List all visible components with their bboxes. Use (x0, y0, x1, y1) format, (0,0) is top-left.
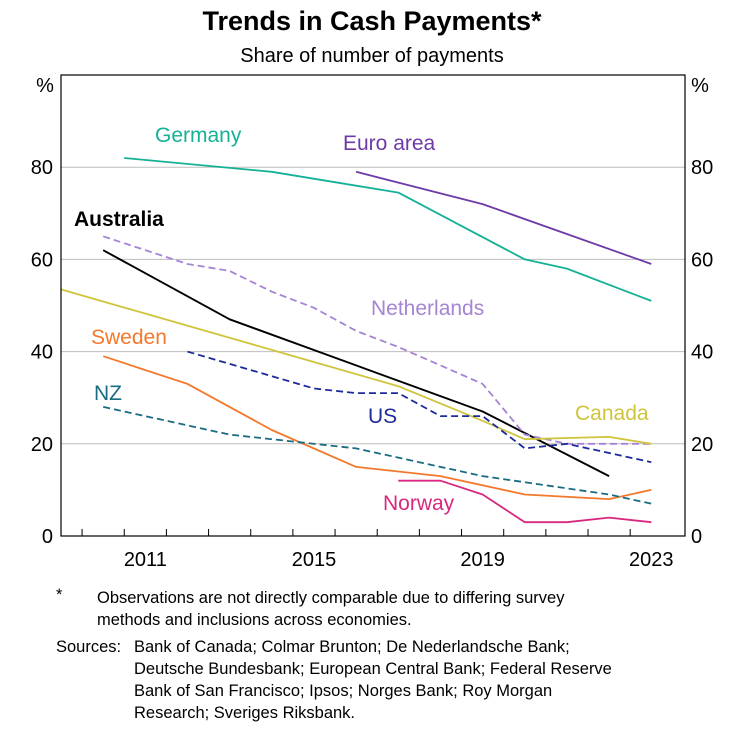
series-line-australia (102, 249, 610, 477)
series-label-norway: Norway (383, 492, 455, 515)
x-axis-labels: 2011 2015 2019 2023 (124, 549, 674, 571)
sources-line: Bank of Canada; Colmar Brunton; De Neder… (134, 638, 570, 656)
y-unit-right: % (691, 75, 709, 97)
chart-title: Trends in Cash Payments* (202, 6, 542, 36)
y-unit-left: % (36, 75, 54, 97)
series-line-euro-area (355, 170, 652, 265)
y-axis-right-labels: 0 20 40 60 80 (691, 157, 713, 548)
y-tick-label: 60 (31, 249, 53, 271)
y-tick-label: 80 (31, 157, 53, 179)
plot-frame (60, 74, 686, 537)
y-tick-label: 20 (691, 434, 713, 456)
series-label-us: US (368, 405, 397, 428)
footnote-text: Observations are not directly comparable… (97, 587, 564, 631)
sources-line: Deutsche Bundesbank; European Central Ba… (134, 660, 612, 678)
sources-text: Bank of Canada; Colmar Brunton; De Neder… (134, 636, 612, 724)
series-label-germany: Germany (155, 124, 242, 147)
y-tick-label: 40 (691, 342, 713, 364)
footnote-marker: * (56, 586, 63, 604)
x-tick-label: 2015 (292, 549, 337, 571)
series-label-sweden: Sweden (91, 326, 167, 349)
y-tick-label: 40 (31, 342, 53, 364)
x-tick-label: 2011 (124, 549, 167, 571)
y-tick-label: 20 (31, 434, 53, 456)
series-label-canada: Canada (575, 402, 649, 425)
series-line-nz (103, 406, 652, 505)
series-label-nz: NZ (94, 382, 122, 405)
x-tick-label: 2023 (629, 549, 674, 571)
y-tick-label: 0 (42, 526, 53, 548)
series-label-netherlands: Netherlands (371, 297, 484, 320)
series-line-us (187, 350, 652, 464)
series-line-norway (398, 479, 652, 524)
sources-line: Research; Sveriges Riksbank. (134, 704, 356, 722)
footnote-line: Observations are not directly comparable… (97, 589, 565, 607)
x-tick-marks (81, 529, 631, 536)
series-label-euro-area: Euro area (343, 132, 436, 155)
series-lines (60, 157, 652, 524)
chart-subtitle: Share of number of payments (240, 45, 503, 67)
footnote-line: methods and inclusions across economies. (97, 611, 412, 629)
y-tick-label: 60 (691, 249, 713, 271)
sources-line: Bank of San Francisco; Ipsos; Norges Ban… (134, 682, 553, 700)
sources-label: Sources: (56, 638, 122, 656)
series-line-sweden (102, 355, 652, 501)
cash-payments-chart: Trends in Cash Payments* Share of number… (31, 6, 714, 571)
y-tick-label: 80 (691, 157, 713, 179)
series-label-australia: Australia (74, 208, 164, 231)
y-tick-label: 0 (691, 526, 702, 548)
series-line-germany (124, 157, 652, 302)
series-labels: Germany Euro area Australia Netherlands Cana… (74, 124, 649, 515)
y-axis-left-labels: 0 20 40 60 80 (31, 157, 53, 548)
series-line-canada (60, 288, 652, 445)
x-tick-label: 2019 (460, 549, 505, 571)
